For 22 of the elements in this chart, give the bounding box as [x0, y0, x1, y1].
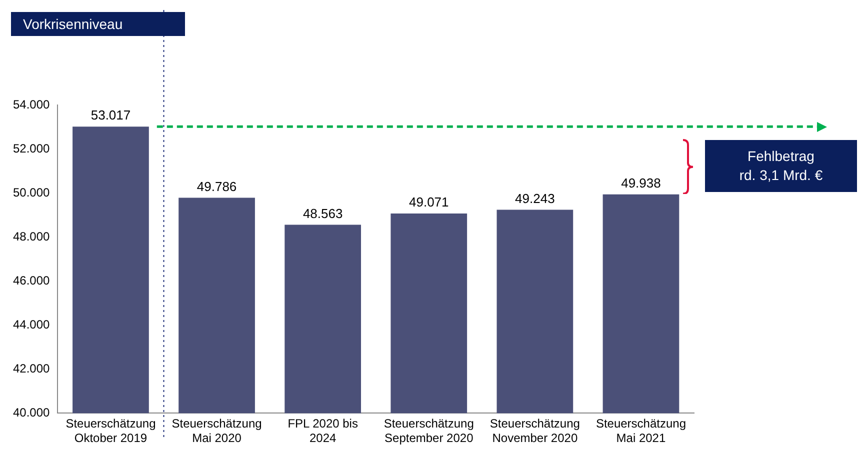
- data-label: 49.071: [408, 194, 449, 210]
- y-tick-label: 48.000: [13, 229, 50, 244]
- y-tick-label: 52.000: [13, 141, 50, 156]
- y-tick-label: 44.000: [13, 317, 50, 332]
- x-tick-label: Steuerschätzung Oktober 2019: [66, 416, 156, 446]
- y-tick-label: 46.000: [13, 273, 50, 288]
- data-label: 48.563: [302, 206, 343, 221]
- x-tick-label: Steuerschätzung Mai 2020: [172, 416, 262, 446]
- y-tick-label: 40.000: [13, 406, 50, 420]
- y-tick-label: 54.000: [13, 97, 50, 112]
- y-tick-label: 50.000: [13, 185, 50, 200]
- data-label: 49.243: [515, 190, 555, 206]
- x-tick-label: Steuerschätzung September 2020: [384, 416, 474, 446]
- x-tick-label: FPL 2020 bis 2024: [288, 416, 358, 446]
- text: Fehlbetrag rd. 3,1 Mrd. €: [705, 140, 857, 192]
- x-tick-label: Steuerschätzung Mai 2021: [596, 416, 686, 446]
- ref-line-label: Vorkrisenniveau: [11, 12, 185, 36]
- data-label: 53.017: [90, 108, 131, 123]
- data-label: 49.786: [196, 178, 237, 194]
- data-label: 49.938: [621, 176, 661, 190]
- x-tick-label: Steuerschätzung November 2020: [490, 416, 580, 446]
- y-tick-label: 42.000: [13, 361, 50, 376]
